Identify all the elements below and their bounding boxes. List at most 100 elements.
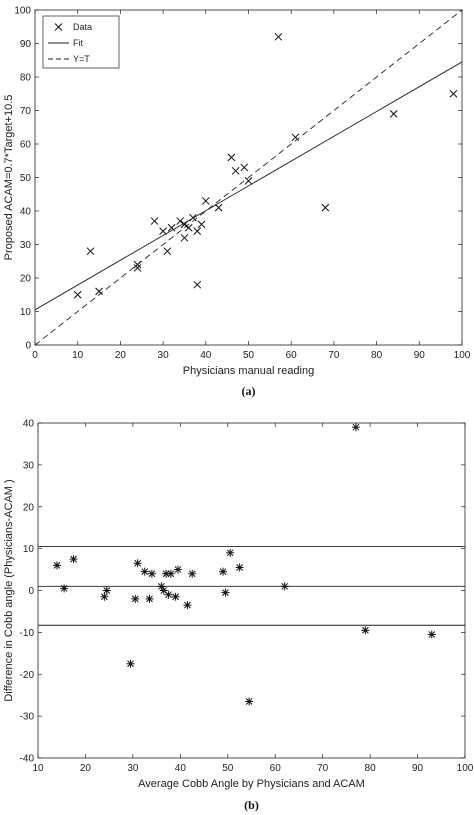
x-axis-label: Physicians manual reading [183, 365, 314, 377]
x-tick-label: 50 [222, 763, 234, 774]
data-point-star [69, 555, 78, 564]
data-point-star [60, 584, 69, 593]
data-point-star [164, 590, 173, 599]
data-point-star [140, 567, 149, 576]
y-tick-label: 10 [20, 307, 32, 318]
y-tick-label: 40 [20, 207, 32, 218]
data-point-star [171, 592, 180, 601]
x-axis-label: Average Cobb Angle by Physicians and ACA… [138, 778, 365, 790]
y-tick-label: 40 [23, 419, 35, 430]
data-point-star [52, 561, 61, 570]
data-point-star [173, 565, 182, 574]
data-point-star [245, 697, 254, 706]
data-point-x [244, 176, 253, 185]
data-point-star [188, 569, 197, 578]
x-tick-label: 10 [32, 763, 44, 774]
data-point-star [221, 588, 230, 597]
data-point-star [166, 569, 175, 578]
data-point-star [133, 559, 142, 568]
y-tick-label: 90 [20, 39, 32, 50]
data-point-star [427, 630, 436, 639]
legend: Data Fit Y=T [42, 15, 120, 69]
data-point-x [133, 264, 142, 272]
chart-panel-a: 0 10 20 30 40 50 60 70 80 90 100 0 10 20 30 40 50 60 70 80 9… [3, 6, 471, 399]
legend-label: Data [73, 22, 92, 32]
panel-caption: (a) [242, 384, 256, 398]
data-point-x [193, 227, 202, 235]
chart-panel-b: 10 20 30 40 50 60 70 80 90 100 -40 -30 -20 -10 0 10 20 30… [3, 419, 474, 813]
x-tick-label: 40 [200, 350, 212, 361]
x-tick-label: 60 [286, 350, 298, 361]
x-tick-label: 20 [80, 763, 92, 774]
y-axis-label: Difference in Cobb angle (Physicians-ACA… [3, 479, 15, 701]
y-axis-label: Proposed ACAM=0.7*Target+10.5 [3, 95, 15, 261]
x-tick-label: 60 [270, 763, 282, 774]
x-tick-label: 80 [371, 350, 383, 361]
x-tick-label: 100 [454, 350, 471, 361]
x-tick-label: 90 [412, 763, 424, 774]
x-tick-label: 90 [414, 350, 426, 361]
data-point-star [226, 548, 235, 557]
data-point-star [147, 569, 156, 578]
data-point-star [235, 563, 244, 572]
legend-x-marker-icon [54, 23, 63, 31]
x-tick-label: 80 [365, 763, 377, 774]
data-point-star [361, 626, 370, 635]
data-point-x [159, 227, 167, 235]
data-point-x [150, 217, 159, 225]
panel-caption: (b) [244, 798, 259, 812]
data-point-x [227, 153, 236, 162]
x-tick-label: 20 [115, 350, 127, 361]
data-point-x [240, 163, 249, 172]
x-tick-label: 70 [317, 763, 329, 774]
y-tick-label: 80 [20, 73, 32, 84]
data-point-x [193, 280, 202, 289]
data-point-x [214, 203, 223, 212]
data-point-x [449, 89, 458, 98]
x-tick-label: 30 [127, 763, 139, 774]
data-point-star [183, 601, 192, 610]
legend-label: Y=T [73, 54, 90, 64]
data-point-x [176, 217, 185, 225]
data-point-x [184, 223, 193, 232]
y-tick-label: 10 [23, 544, 35, 555]
legend-label: Fit [73, 38, 83, 48]
data-point-x [86, 247, 95, 256]
data-point-star [351, 423, 360, 432]
data-point-star [100, 592, 109, 601]
y-tick-label: -30 [20, 712, 35, 723]
x-tick-label: 50 [243, 350, 255, 361]
data-point-star [145, 594, 154, 603]
y-tick-label: 50 [20, 173, 32, 184]
y-tick-label: 0 [28, 586, 34, 597]
identity-line [35, 10, 462, 345]
data-point-x [95, 287, 103, 296]
y-tick-label: 30 [23, 460, 35, 471]
y-tick-label: -20 [20, 670, 35, 681]
data-point-x [180, 233, 189, 242]
plot-frame [37, 422, 466, 759]
data-point-star [219, 567, 228, 576]
data-point-x [274, 32, 283, 41]
x-tick-label: 10 [72, 350, 84, 361]
data-point-star [102, 586, 111, 595]
data-point-star [126, 659, 135, 668]
y-tick-label: 100 [14, 6, 31, 17]
data-point-x [197, 220, 206, 229]
data-point-star [131, 594, 140, 603]
y-tick-label: 20 [23, 502, 35, 513]
x-tick-label: 30 [158, 350, 170, 361]
data-point-x [389, 109, 398, 118]
y-tick-label: 70 [20, 106, 32, 117]
x-tick-label: 40 [175, 763, 187, 774]
y-tick-label: -40 [20, 754, 35, 765]
y-tick-label: 20 [20, 274, 32, 285]
data-point-star [280, 582, 289, 591]
y-tick-label: -10 [20, 628, 35, 639]
data-point-x [321, 203, 330, 212]
data-point-x [167, 223, 176, 232]
data-point-x [231, 166, 240, 175]
data-point-x [291, 133, 300, 142]
x-tick-label: 0 [32, 350, 38, 361]
